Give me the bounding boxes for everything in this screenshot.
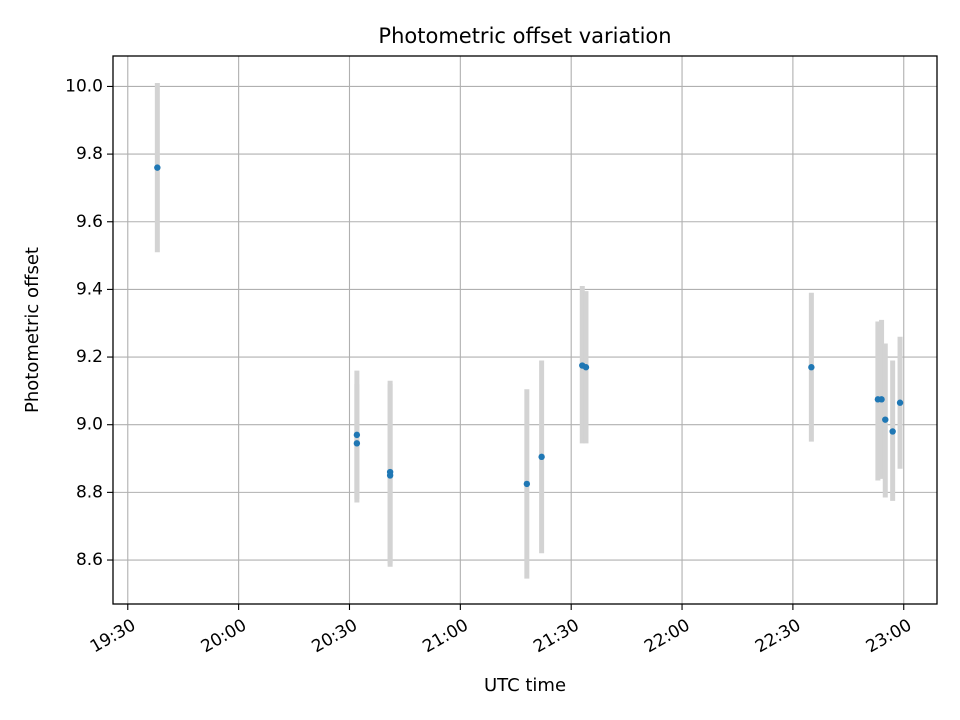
x-tick-label: 22:00 [641, 615, 693, 657]
x-tick-label: 22:30 [752, 615, 804, 657]
chart-title: Photometric offset variation [378, 24, 671, 48]
data-point [523, 480, 531, 488]
data-point [808, 364, 815, 371]
x-axis-ticks: 19:30 20:00 20:30 21:00 21:30 22:00 22:30 23:00 [87, 604, 915, 657]
y-axis-ticks: 8.6 8.8 9.0 9.2 9.4 9.6 9.8 10.0 [65, 76, 113, 570]
y-tick-label: 9.0 [76, 415, 103, 435]
x-axis-title: UTC time [484, 675, 566, 696]
data-point [386, 472, 394, 479]
x-tick-label: 19:30 [87, 615, 139, 657]
data-point [353, 440, 361, 447]
data-points [154, 164, 904, 488]
data-point [896, 399, 904, 406]
y-tick-label: 9.6 [76, 212, 103, 232]
data-point [154, 164, 161, 171]
y-tick-label: 9.4 [76, 279, 103, 299]
y-tick-label: 8.6 [76, 550, 103, 570]
y-tick-label: 9.2 [76, 347, 103, 367]
data-point [882, 416, 889, 423]
y-axis-title: Photometric offset [22, 247, 43, 413]
x-tick-label: 20:30 [309, 615, 361, 657]
x-tick-label: 21:30 [530, 615, 582, 657]
y-tick-label: 8.8 [76, 482, 103, 502]
data-point [538, 453, 545, 461]
x-tick-label: 21:00 [419, 615, 471, 657]
y-tick-label: 10.0 [65, 76, 103, 96]
data-point [353, 431, 361, 439]
data-point [878, 396, 885, 403]
error-bars [154, 83, 903, 579]
plot-frame [112, 55, 938, 605]
y-tick-label: 9.8 [76, 144, 103, 164]
x-tick-label: 23:00 [863, 615, 915, 657]
grid-lines [113, 56, 937, 604]
x-tick-label: 20:00 [198, 615, 250, 657]
data-point [889, 428, 896, 435]
data-point [582, 364, 590, 371]
